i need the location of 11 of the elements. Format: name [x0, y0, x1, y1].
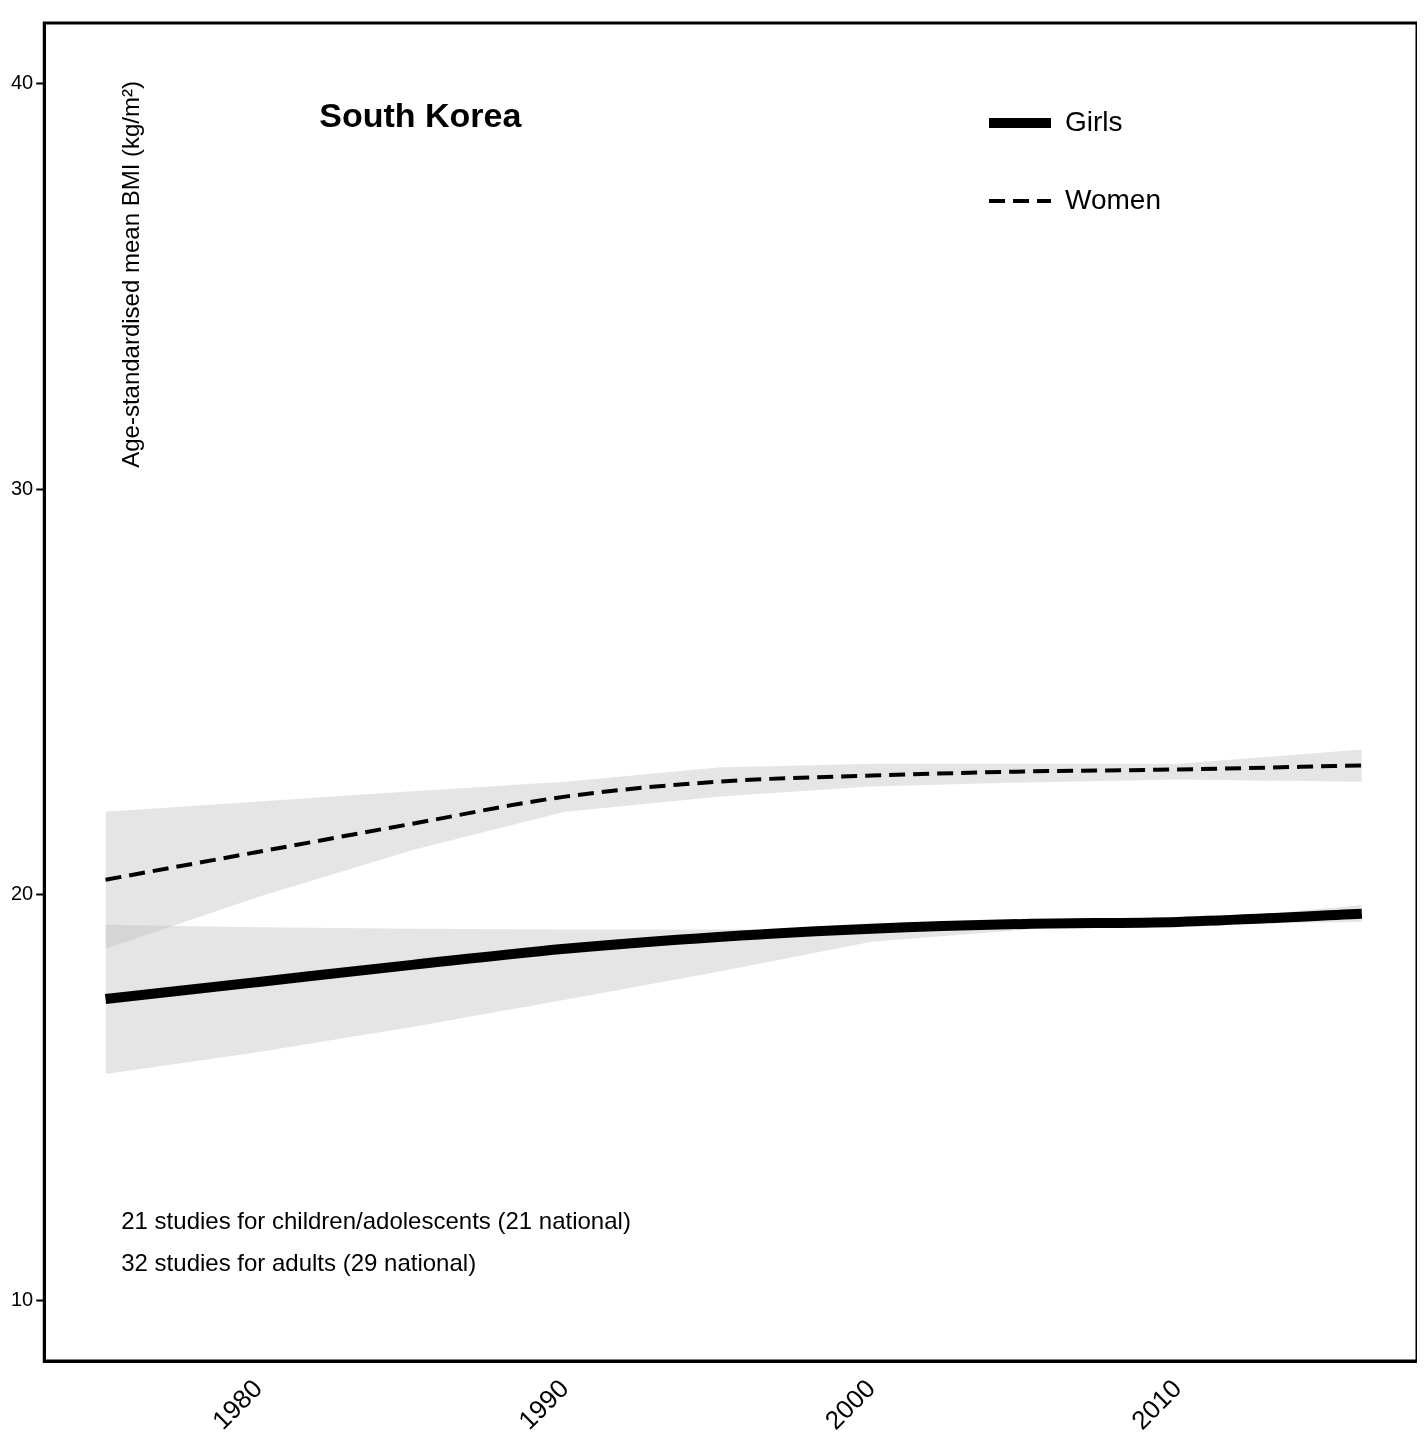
y-tick-label: 40 [11, 71, 34, 94]
text: South Korea [319, 96, 523, 135]
legend-label: Girls [1065, 105, 1123, 137]
y-axis-title: Age-standardised mean BMI (kg/m²) [116, 81, 144, 468]
line-series [103, 763, 1364, 882]
y-tick-label: 30 [11, 476, 34, 499]
legend-label: Women [1065, 183, 1161, 215]
y-tick-label: 20 [11, 882, 34, 905]
annotation: 21 studies for children/adolescents (21 national) [121, 1206, 631, 1234]
annotation: 32 studies for adults (29 national) [121, 1248, 477, 1276]
y-tick-label: 10 [11, 1287, 34, 1310]
